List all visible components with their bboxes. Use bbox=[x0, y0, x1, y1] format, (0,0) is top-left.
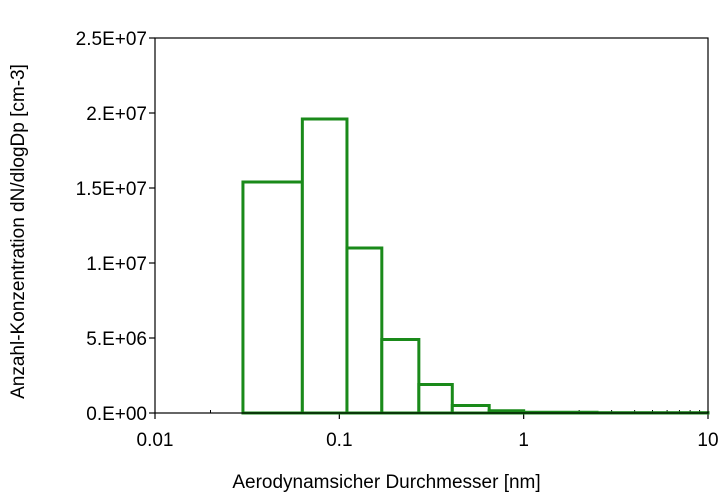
y-tick-label: 1.5E+07 bbox=[76, 179, 147, 200]
y-tick-label: 2.5E+07 bbox=[76, 29, 147, 50]
x-tick-label: 0.01 bbox=[137, 430, 174, 451]
x-axis-title: Aerodynamsicher Durchmesser [nm] bbox=[232, 472, 540, 493]
x-tick-label: 10 bbox=[697, 430, 718, 451]
histogram-bar bbox=[382, 340, 419, 414]
y-axis-title: Anzahl-Konzentration dN/dlogDp [cm-3] bbox=[8, 64, 29, 399]
histogram-bins bbox=[243, 119, 708, 413]
histogram-bar bbox=[302, 119, 347, 413]
histogram-bar bbox=[347, 248, 382, 413]
y-tick-label: 0.E+00 bbox=[86, 404, 147, 425]
x-tick-label: 1 bbox=[518, 430, 529, 451]
histogram-bar bbox=[452, 406, 489, 414]
histogram-bar bbox=[419, 385, 452, 414]
y-tick-label: 1.E+07 bbox=[86, 254, 147, 275]
x-tick-label: 0.1 bbox=[326, 430, 352, 451]
y-tick-label: 2.E+07 bbox=[86, 104, 147, 125]
plot-area-frame bbox=[155, 38, 708, 413]
histogram-bar bbox=[243, 182, 302, 413]
y-axis-ticks: 0.E+00 5.E+06 1.E+07 1.5E+07 2.E+07 2.5E+07 bbox=[76, 29, 155, 425]
x-axis-ticks: 0.01 0.1 1 10 bbox=[137, 410, 719, 451]
y-tick-label: 5.E+06 bbox=[86, 329, 147, 350]
